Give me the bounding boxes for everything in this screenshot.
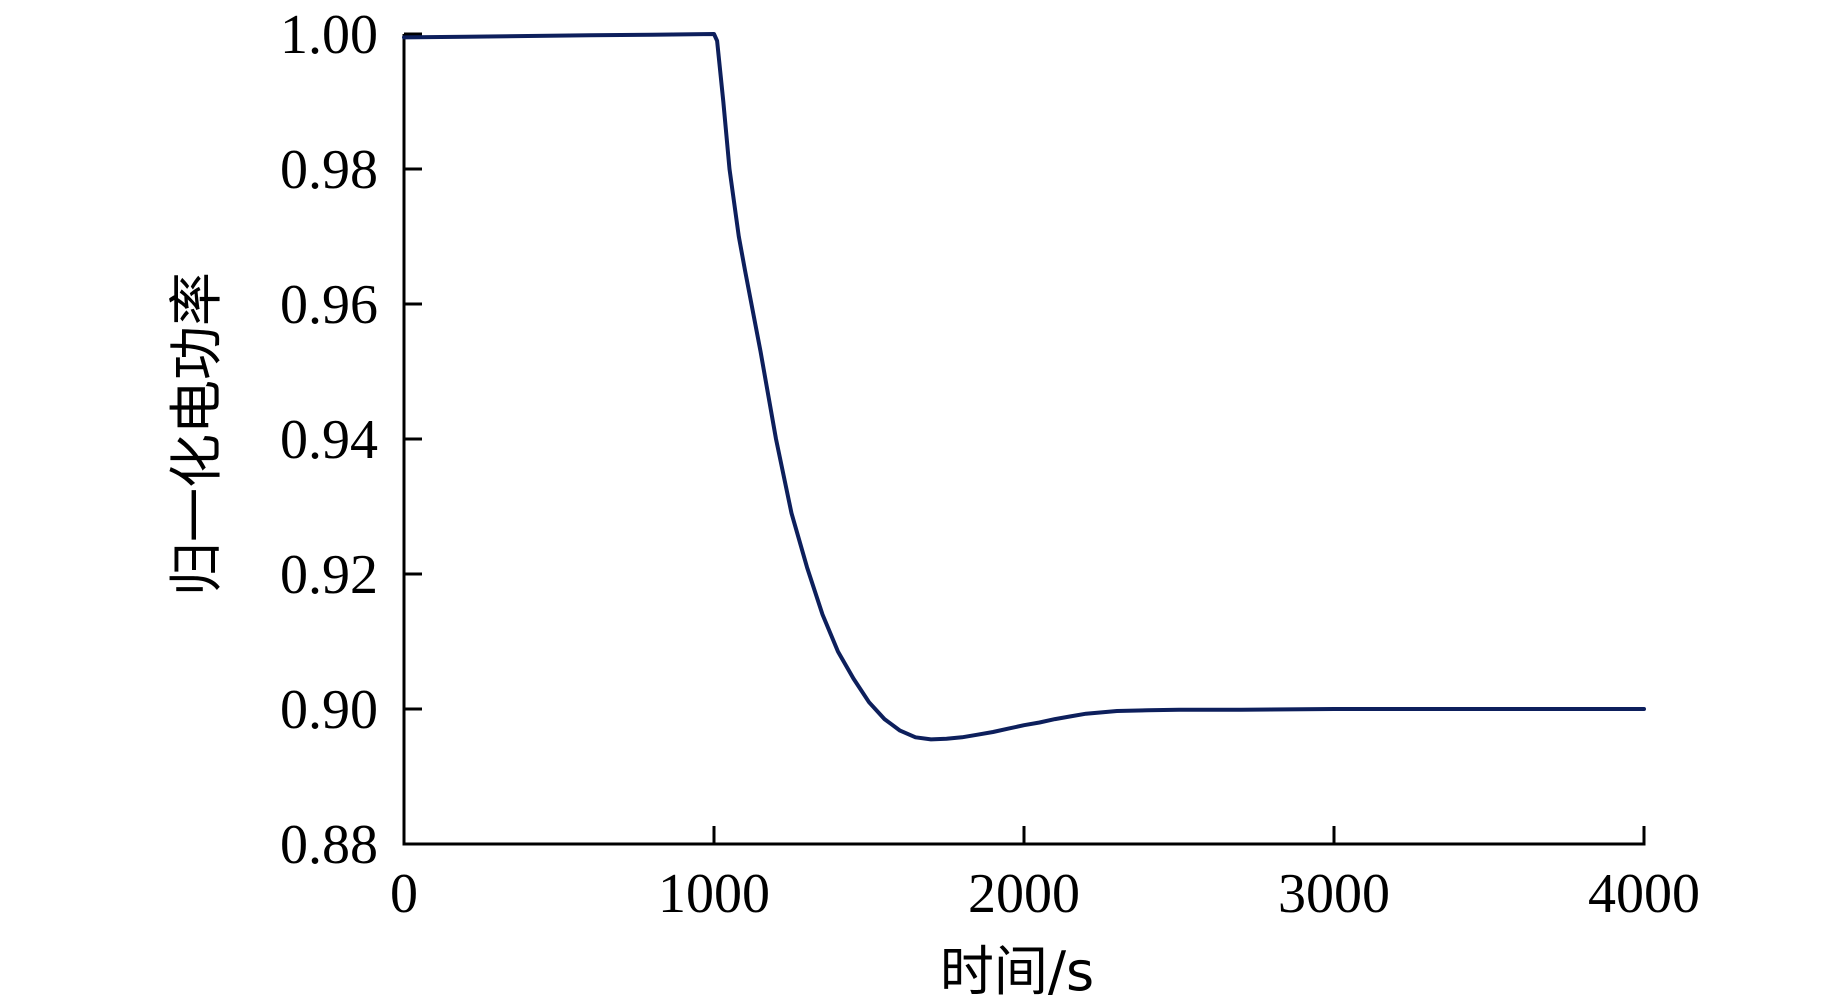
axis-ticks: 0.88 0.90 0.92 0.94 0.96 0.98 1.00 0 1000 2000 300… [280, 4, 1700, 925]
y-tick-label: 0.88 [280, 814, 378, 876]
x-axis-title: 时间/s [940, 940, 1094, 1003]
y-tick-label: 0.98 [280, 139, 378, 201]
x-tick-label: 4000 [1588, 863, 1700, 925]
y-tick-label: 0.94 [280, 409, 378, 471]
y-tick-label: 0.90 [280, 679, 378, 741]
y-tick-label: 0.92 [280, 544, 378, 606]
y-axis-title: 归一化电功率 [165, 272, 228, 596]
series-layer [402, 32, 1646, 742]
series-line [402, 32, 1646, 742]
x-tick-label: 3000 [1278, 863, 1390, 925]
x-tick-label: 0 [390, 863, 418, 925]
y-tick-label: 1.00 [280, 4, 378, 66]
x-tick-label: 1000 [658, 863, 770, 925]
x-tick-label: 2000 [968, 863, 1080, 925]
y-tick-label: 0.96 [280, 274, 378, 336]
axes [402, 34, 1646, 846]
